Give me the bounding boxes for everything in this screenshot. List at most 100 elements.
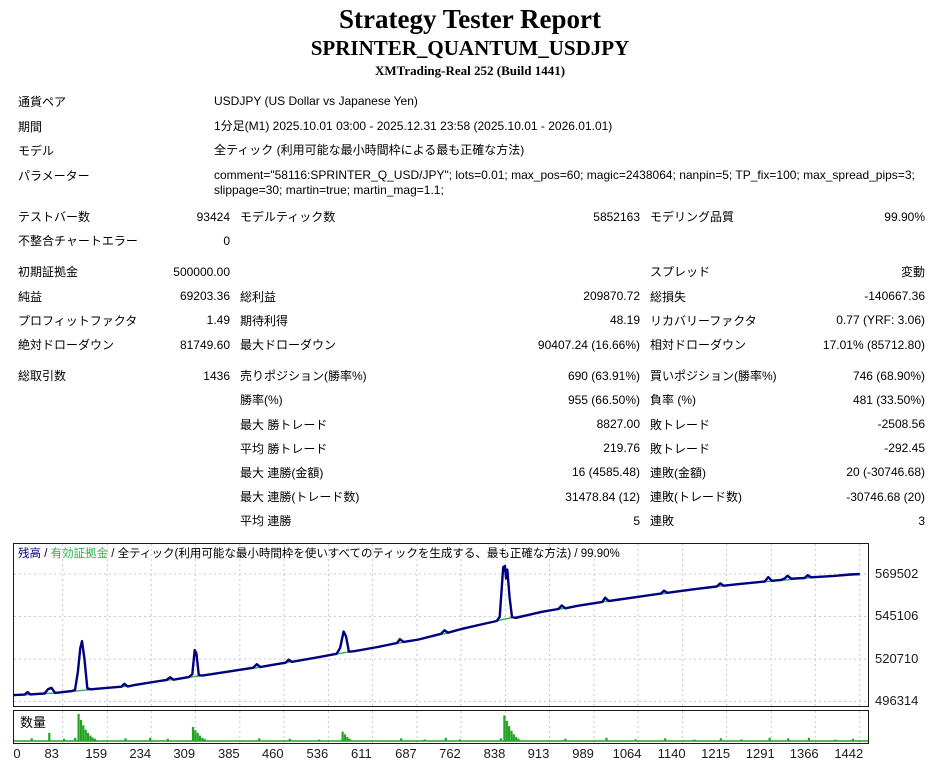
legend-part: 有効証拠金 (50, 547, 109, 560)
stat-label: スプレッド (650, 265, 711, 280)
stat-label: 絶対ドローダウン (18, 338, 115, 353)
stat-label: 売りポジション(勝率%) (240, 369, 367, 384)
x-axis-tick-label: 0 (13, 745, 21, 761)
stat-label: 期待利得 (240, 313, 289, 328)
x-axis-tick-label: 762 (439, 745, 461, 761)
stat-row: テストバー数 93424 モデルティック数 5852163 モデリング品質 99.90% (0, 205, 940, 229)
y-axis-tick-label: 569502 (875, 565, 919, 581)
stat-value: 31478.84 (12) (565, 489, 640, 504)
stat-row: 絶対ドローダウン 81749.60 最大ドローダウン 90407.24 (16.66%… (0, 332, 940, 356)
stat-value: 481 (33.50%) (852, 392, 925, 407)
stat-value: 0.77 (YRF: 3.06) (836, 313, 925, 328)
stat-label: プロフィットファクタ (18, 313, 138, 328)
x-axis-tick-label: 385 (217, 745, 240, 761)
stat-label: 最大 連勝(金額) (240, 465, 324, 480)
stat-value: -140667.36 (864, 289, 925, 304)
stat-row: 平均 連勝 5 連敗 3 (0, 509, 940, 533)
info-row: 期間 1分足(M1) 2025.10.01 03:00 - 2025.12.31 … (0, 118, 940, 143)
volume-chart-canvas (14, 710, 868, 743)
stat-row: 不整合チャートエラー 0 (0, 229, 940, 253)
stat-label: 連敗(トレード数) (650, 490, 742, 505)
stat-value: 69203.36 (179, 289, 230, 304)
volume-chart: 数量 (13, 709, 869, 744)
stats-section: テストバー数 93424 モデルティック数 5852163 モデリング品質 99.90% 不… (0, 205, 940, 253)
x-axis-labels: 0 83 159 234 309 385 460 536 611 687 762 838 913 989 1… (13, 746, 873, 762)
report-title: Strategy Tester Report (339, 4, 601, 34)
stat-label: リカバリーファクタ (650, 313, 757, 328)
stat-label: 最大 連勝(トレード数) (240, 490, 360, 505)
x-axis-tick-label: 1442 (834, 745, 864, 761)
stat-value: 1436 (203, 368, 230, 383)
stat-label: 平均 勝トレード (240, 441, 328, 456)
stat-label: 純益 (18, 289, 43, 304)
stat-label: 総損失 (650, 289, 687, 304)
stat-label: 連敗(金額) (650, 465, 706, 480)
stat-row: 勝率(%) 955 (66.50%) 負率 (%) 481 (33.50%) (0, 388, 940, 412)
info-row: パラメーター comment="58116:SPRINTER_Q_USD/JPY"… (0, 167, 940, 198)
volume-bars (30, 713, 854, 742)
x-axis-tick-label: 234 (129, 745, 152, 761)
stat-value: 20 (-30746.68) (846, 465, 925, 480)
stat-label: テストバー数 (18, 210, 91, 225)
stat-value: 746 (68.90%) (852, 368, 925, 383)
volume-label: 数量 (20, 714, 47, 730)
stat-value: -2508.56 (877, 417, 925, 432)
x-axis-tick-label: 838 (483, 745, 506, 761)
stat-value: 81749.60 (179, 337, 230, 352)
x-axis-tick-label: 309 (173, 745, 196, 761)
stat-value: 3 (918, 513, 925, 528)
stat-label: 不整合チャートエラー (18, 234, 138, 249)
x-axis-tick-label: 913 (527, 745, 550, 761)
stats-section: 総取引数 1436 売りポジション(勝率%) 690 (63.91%) 買いポジション(… (0, 364, 940, 533)
volume-grid-lines (62, 710, 861, 743)
balance-curve (14, 564, 860, 697)
stat-value: 955 (66.50%) (567, 392, 640, 407)
stat-label: 敗トレード (650, 417, 711, 432)
stat-value: 0 (223, 233, 230, 248)
stat-value: 219.76 (603, 441, 640, 456)
stat-value: 90407.24 (16.66%) (537, 337, 640, 352)
stat-value: -30746.68 (20) (846, 489, 925, 504)
info-value: 全ティック (利用可能な最小時間枠による最も正確な方法) (214, 143, 525, 157)
stat-label: 負率 (%) (650, 393, 696, 408)
x-axis-tick-label: 611 (351, 745, 372, 761)
stat-label: 最大ドローダウン (240, 338, 337, 353)
info-value: comment="58116:SPRINTER_Q_USD/JPY"; lots… (214, 167, 915, 197)
legend-part: 残高 (18, 547, 41, 560)
x-axis-tick-label: 159 (85, 745, 108, 761)
stat-label: 総取引数 (18, 369, 67, 384)
stat-value: 48.19 (609, 313, 640, 328)
info-row: 通貨ペア USDJPY (US Dollar vs Japanese Yen) (0, 93, 940, 118)
info-label: パラメーター (18, 168, 90, 183)
stat-value: 99.90% (884, 209, 925, 224)
stat-label: 敗トレード (650, 441, 711, 456)
stats-section: 初期証拠金 500000.00 スプレッド 変動 純益 69203.36 総利益 209870… (0, 260, 940, 357)
info-value: 1分足(M1) 2025.10.01 03:00 - 2025.12.31 23… (214, 118, 613, 133)
symbol-info-table: 通貨ペア USDJPY (US Dollar vs Japanese Yen) 期間… (0, 93, 940, 198)
stat-label: 勝率(%) (240, 393, 283, 408)
info-label: 通貨ペア (18, 95, 67, 109)
x-axis-tick-label: 460 (261, 745, 284, 761)
balance-chart: 残高 / 有効証拠金 / 全ティック(利用可能な最小時間枠を使いすべてのティック… (13, 542, 869, 707)
stat-value: 500000.00 (173, 264, 230, 279)
legend-part: / 全ティック(利用可能な最小時間枠を使いすべてのティックを生成する、最も正確な… (108, 547, 620, 560)
stat-value: 変動 (900, 265, 925, 280)
stat-row: プロフィットファクタ 1.49 期待利得 48.19 リカバリーファクタ 0.77 (YR… (0, 308, 940, 332)
stat-value: 5 (633, 513, 640, 528)
stat-label: 連敗 (650, 514, 675, 529)
info-row: モデル 全ティック (利用可能な最小時間枠による最も正確な方法) (0, 142, 940, 167)
balance-chart-canvas (14, 543, 868, 706)
x-axis-tick-label: 687 (395, 745, 417, 761)
stat-value: 5852163 (593, 209, 640, 224)
x-axis-tick-label: 1291 (745, 745, 775, 761)
x-axis-tick-label: 1140 (657, 745, 686, 761)
y-axis-tick-label: 545106 (875, 608, 919, 624)
chart-legend: 残高 / 有効証拠金 / 全ティック(利用可能な最小時間枠を使いすべてのティック… (18, 545, 620, 561)
x-axis-tick-label: 536 (306, 745, 329, 761)
stat-label: 相対ドローダウン (650, 338, 747, 353)
stat-label: モデルティック数 (240, 210, 336, 225)
report-server: XMTrading-Real 252 (Build 1441) (374, 63, 566, 78)
legend-part: / (41, 547, 51, 560)
stat-label: 買いポジション(勝率%) (650, 369, 777, 384)
